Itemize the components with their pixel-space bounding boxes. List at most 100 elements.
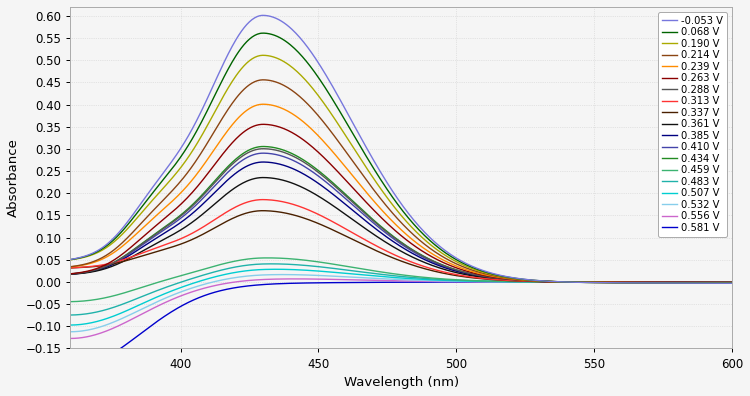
0.507 V (386, 275, 394, 280)
Line: 0.190 V: 0.190 V (70, 55, 732, 283)
0.483 V (728, 280, 736, 284)
0.459 V (382, 270, 391, 275)
0.288 V (610, 280, 619, 285)
0.459 V (263, 255, 272, 260)
0.288 V (461, 270, 470, 275)
0.337 V (258, 208, 267, 213)
0.532 V (728, 280, 736, 284)
Line: 0.361 V: 0.361 V (70, 177, 732, 282)
0.459 V (461, 278, 470, 283)
0.507 V (272, 267, 280, 272)
0.190 V (610, 280, 619, 285)
Legend: -0.053 V, 0.068 V, 0.190 V, 0.214 V, 0.239 V, 0.263 V, 0.288 V, 0.313 V, 0.337 V: -0.053 V, 0.068 V, 0.190 V, 0.214 V, 0.2… (658, 12, 727, 237)
0.410 V (386, 234, 394, 238)
Line: 0.214 V: 0.214 V (70, 80, 732, 283)
0.214 V (712, 280, 722, 285)
0.313 V (610, 280, 619, 285)
0.410 V (425, 258, 434, 263)
0.581 V (728, 280, 736, 284)
0.190 V (425, 242, 434, 246)
0.288 V (425, 257, 434, 262)
0.214 V (258, 78, 267, 82)
0.263 V (425, 253, 434, 258)
Line: 0.068 V: 0.068 V (70, 33, 732, 283)
0.459 V (386, 271, 394, 276)
0.556 V (386, 278, 394, 283)
0.337 V (425, 268, 434, 272)
Line: 0.483 V: 0.483 V (70, 264, 732, 315)
0.288 V (258, 147, 267, 151)
0.068 V (382, 185, 391, 190)
0.190 V (386, 199, 394, 204)
0.239 V (610, 280, 619, 285)
0.337 V (461, 274, 470, 279)
0.385 V (386, 237, 394, 242)
0.214 V (461, 265, 470, 270)
0.556 V (290, 276, 299, 281)
0.434 V (382, 228, 391, 233)
0.239 V (382, 212, 391, 217)
0.068 V (425, 238, 434, 243)
0.556 V (66, 336, 75, 341)
0.214 V (386, 208, 394, 212)
0.507 V (66, 323, 75, 327)
0.190 V (382, 194, 391, 198)
0.507 V (382, 274, 391, 279)
0.361 V (382, 240, 391, 245)
0.532 V (461, 279, 470, 284)
0.214 V (425, 246, 434, 251)
0.410 V (66, 272, 75, 276)
0.434 V (461, 270, 470, 275)
0.581 V (460, 280, 469, 284)
0.532 V (66, 329, 75, 334)
Line: 0.556 V: 0.556 V (70, 279, 732, 339)
0.313 V (382, 248, 391, 253)
0.337 V (66, 266, 75, 270)
0.263 V (258, 122, 267, 127)
0.068 V (610, 280, 619, 285)
0.313 V (425, 266, 434, 270)
0.288 V (382, 229, 391, 234)
0.288 V (386, 232, 394, 237)
0.263 V (610, 280, 619, 285)
0.239 V (386, 216, 394, 221)
0.239 V (728, 280, 736, 285)
0.263 V (712, 280, 722, 285)
0.434 V (610, 280, 619, 285)
0.410 V (712, 280, 722, 285)
Line: 0.313 V: 0.313 V (70, 200, 732, 282)
0.239 V (66, 265, 75, 269)
0.263 V (386, 223, 394, 228)
0.459 V (66, 299, 75, 304)
0.288 V (712, 280, 722, 285)
0.532 V (382, 276, 391, 281)
0.459 V (728, 280, 736, 284)
Line: 0.263 V: 0.263 V (70, 124, 732, 283)
0.190 V (728, 281, 736, 286)
0.263 V (461, 268, 470, 273)
-0.053 V (728, 281, 736, 286)
0.581 V (66, 366, 75, 371)
0.263 V (382, 220, 391, 225)
0.556 V (728, 280, 736, 284)
0.288 V (66, 272, 75, 276)
Line: 0.385 V: 0.385 V (70, 162, 732, 282)
0.507 V (425, 277, 434, 282)
0.263 V (66, 271, 75, 276)
0.532 V (386, 277, 394, 282)
0.385 V (382, 234, 391, 239)
0.068 V (728, 281, 736, 286)
0.483 V (66, 313, 75, 318)
0.361 V (66, 272, 75, 277)
-0.053 V (610, 280, 619, 285)
0.434 V (386, 231, 394, 236)
Line: 0.239 V: 0.239 V (70, 104, 732, 283)
0.288 V (728, 280, 736, 285)
0.532 V (278, 272, 287, 277)
0.410 V (461, 270, 470, 275)
0.532 V (712, 280, 722, 284)
-0.053 V (258, 13, 267, 18)
0.313 V (66, 265, 75, 270)
Line: 0.581 V: 0.581 V (70, 282, 732, 368)
0.068 V (461, 262, 470, 267)
